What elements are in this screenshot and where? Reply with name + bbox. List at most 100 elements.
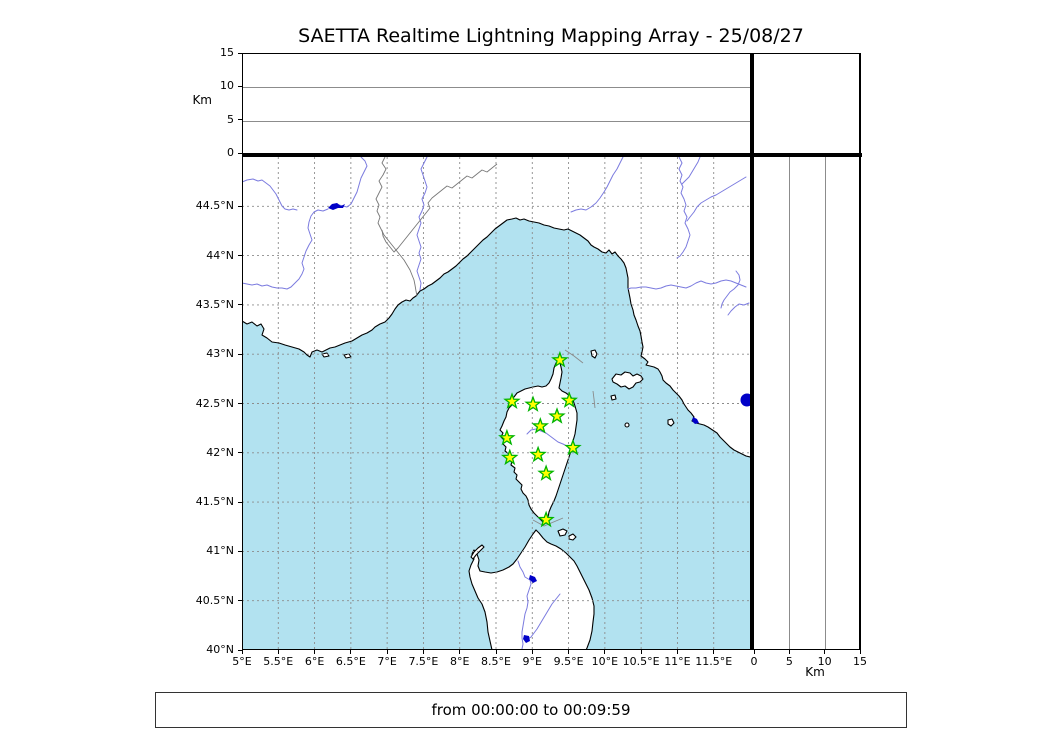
altitude-tick-label: 15 (853, 655, 867, 668)
tick-mark (531, 650, 533, 654)
station-marker (500, 448, 519, 466)
tick-mark (459, 650, 461, 654)
altitude-tick-label: 0 (750, 655, 758, 668)
corner-panel (754, 53, 861, 153)
lon-tick-label: 9°E (522, 655, 542, 668)
time-range-text: from 00:00:00 to 00:09:59 (431, 701, 631, 719)
lat-tick-label: 42°N (206, 445, 234, 459)
station-markers (498, 350, 582, 528)
country-borders (375, 157, 498, 297)
lon-tick-label: 5.5°E (263, 655, 294, 668)
lake-serre-poncon (328, 203, 345, 210)
lat-tick-label: 44°N (206, 248, 234, 262)
coastline-mainland (242, 217, 750, 458)
station-marker (548, 407, 566, 424)
lat-tick-label: 42.5°N (195, 396, 234, 410)
station-marker (564, 438, 582, 456)
lon-tick-label: 6°E (304, 655, 325, 668)
rivers (242, 157, 750, 650)
station-marker (537, 510, 555, 528)
tick-mark (604, 650, 606, 654)
station-marker (498, 428, 516, 446)
lat-tick-label: 40°N (206, 643, 234, 656)
altitude-axis-unit-label: Km (192, 93, 212, 107)
station-marker (560, 391, 578, 408)
lake-bolsena (740, 393, 750, 407)
altitude-tick-label: 5 (227, 112, 234, 126)
altitude-tick-label: 15 (220, 46, 234, 59)
lon-tick-label: 8.5°E (481, 655, 511, 668)
lon-tick-label: 5°E (232, 655, 252, 668)
tick-mark (238, 403, 242, 404)
lat-tick-label: 43°N (206, 347, 234, 361)
station-marker (531, 416, 550, 434)
tick-mark (676, 650, 678, 654)
lat-tick-label: 43.5°N (195, 297, 234, 311)
lon-tick-label: 7°E (377, 655, 397, 668)
altitude-gridline-5km (243, 121, 750, 122)
lake-sardinia-south (523, 635, 530, 643)
tick-mark (238, 304, 242, 306)
tick-mark (238, 649, 242, 651)
lon-tick-label: 7.5°E (408, 655, 439, 668)
lat-tick-label: 40.5°N (195, 593, 234, 607)
tick-mark (238, 119, 242, 121)
altitude-tick-label: 5 (785, 655, 793, 668)
island-giglio (667, 418, 675, 427)
altitude-gridline-5km (789, 157, 790, 649)
lakes (328, 203, 750, 643)
maritime-boundaries (532, 349, 596, 527)
lat-tick-label: 44.5°N (195, 199, 234, 213)
lat-tick-label: 41.5°N (195, 495, 234, 509)
tick-mark (859, 650, 861, 654)
station-marker (551, 350, 569, 368)
altitude-gridline-10km (243, 87, 750, 88)
tick-mark (713, 650, 715, 654)
altitude-tick-label: 10 (220, 79, 234, 93)
tick-mark (314, 650, 316, 654)
altitude-tick-label: 10 (817, 655, 832, 668)
island-sardinia (468, 529, 595, 650)
tick-mark (238, 600, 242, 602)
lon-tick-label: 9.5°E (553, 655, 584, 668)
time-range-status-bar: from 00:00:00 to 00:09:59 (155, 692, 907, 728)
map-axes (242, 157, 750, 650)
lon-tick-label: 10.5°E (622, 655, 660, 668)
tick-mark (238, 85, 242, 87)
tick-mark (238, 205, 242, 207)
tick-mark (277, 650, 279, 654)
island-montecristo (624, 422, 630, 428)
tick-mark (238, 52, 242, 54)
tick-mark (386, 650, 388, 654)
islet-hyeres-1 (321, 352, 330, 358)
lon-tick-label: 6.5°E (335, 655, 366, 668)
altitude-longitude-panel (242, 53, 750, 153)
tick-mark (238, 353, 242, 355)
tick-mark (568, 650, 570, 654)
tick-mark (238, 255, 242, 257)
tick-mark (241, 650, 243, 654)
island-asinara (470, 544, 485, 560)
altitude-gridline-10km (825, 157, 826, 649)
tick-mark (422, 650, 424, 654)
lon-tick-label: 10°E (591, 655, 619, 668)
altitude-tick-label: 0 (227, 146, 234, 159)
tick-mark (238, 452, 242, 454)
lon-tick-label: 8°E (449, 655, 470, 668)
lat-tick-label: 41°N (206, 544, 234, 558)
tick-mark (753, 650, 755, 654)
station-marker (503, 392, 521, 409)
lagoon-orbetello (692, 417, 699, 424)
station-marker (524, 395, 542, 412)
panel-separator-horizontal (242, 153, 862, 157)
tick-mark (640, 650, 642, 654)
islands (321, 349, 675, 650)
tick-mark (350, 650, 352, 654)
map-canvas (242, 157, 750, 650)
tick-mark (788, 650, 790, 654)
lon-tick-label: 11°E (664, 655, 691, 668)
island-pianosa (610, 394, 617, 401)
station-marker (529, 445, 547, 463)
tick-mark (238, 501, 242, 503)
